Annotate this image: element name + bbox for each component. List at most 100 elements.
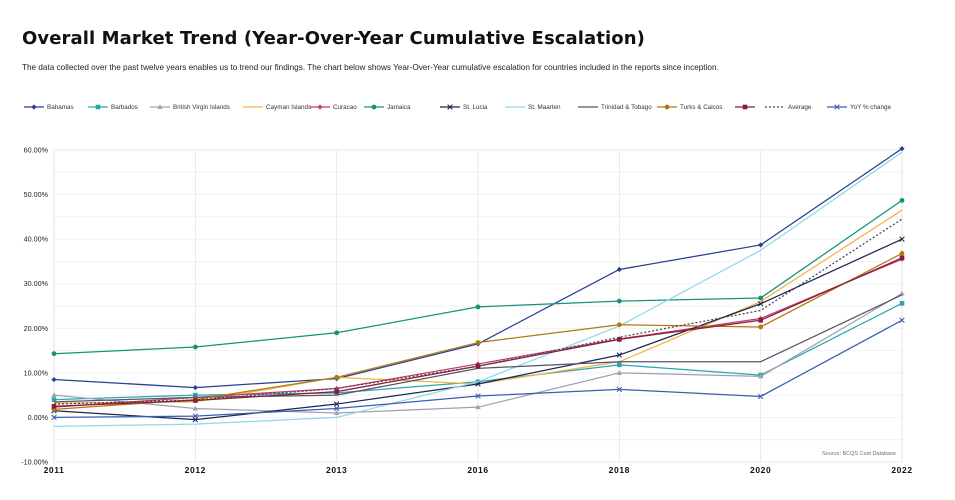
series-line <box>53 151 903 427</box>
series-st-lucia <box>51 236 905 423</box>
data-point <box>333 401 340 407</box>
chart-legend: Bahamas Barbados British Virgin Islands Cay… <box>24 104 891 111</box>
y-tick-label: 10.00% <box>24 368 49 377</box>
data-point <box>757 301 764 307</box>
legend-item: St. Maarten <box>505 104 561 111</box>
data-point <box>334 330 340 336</box>
y-tick-label: 0.00% <box>28 413 49 422</box>
data-point <box>616 322 622 328</box>
data-point <box>192 384 198 391</box>
data-point <box>334 389 339 394</box>
legend-item <box>735 104 755 110</box>
y-tick-label: 20.00% <box>24 324 49 333</box>
data-point <box>616 370 623 375</box>
data-point <box>899 197 905 203</box>
x-tick-label: 2012 <box>185 465 206 475</box>
legend-label: St. Maarten <box>528 104 561 111</box>
y-tick-label: 40.00% <box>24 235 49 244</box>
series-jamaica <box>51 197 905 357</box>
data-point <box>617 362 622 368</box>
data-point <box>333 410 340 415</box>
x-tick-label: 2022 <box>891 465 912 475</box>
legend-item: YoY % change <box>827 104 891 111</box>
legend-label: Average <box>788 104 812 111</box>
source-note: Source: BCQS Cost Database <box>822 451 896 457</box>
legend-marker <box>371 104 377 110</box>
data-point <box>757 393 764 400</box>
legend-label: Jamaica <box>387 104 411 111</box>
data-point <box>192 405 199 411</box>
series-line <box>53 218 903 405</box>
data-point <box>616 386 623 393</box>
data-point <box>51 376 57 383</box>
legend-marker <box>664 104 670 110</box>
data-point <box>758 295 764 301</box>
data-point <box>475 304 481 310</box>
data-point <box>899 236 905 242</box>
legend-item: British Virgin Islands <box>150 104 230 111</box>
data-point <box>475 404 481 410</box>
data-point <box>899 255 905 261</box>
data-point <box>758 242 764 248</box>
page-subtitle: The data collected over the past twelve … <box>22 63 719 72</box>
data-point <box>333 405 340 412</box>
legend-marker <box>834 104 840 110</box>
data-point <box>192 344 198 350</box>
data-point <box>192 413 199 419</box>
legend-label: YoY % change <box>850 104 891 111</box>
page-title: Overall Market Trend (Year-Over-Year Cum… <box>22 28 645 49</box>
data-point <box>475 363 481 369</box>
legend-item: Curacao <box>310 104 357 111</box>
data-point <box>616 266 622 273</box>
data-point <box>899 317 905 324</box>
data-point <box>899 301 905 306</box>
data-point <box>758 324 764 330</box>
data-point <box>51 414 57 421</box>
data-point <box>51 403 57 409</box>
legend-item: Turks & Caicos <box>657 104 722 111</box>
legend-item: Jamaica <box>364 104 411 111</box>
legend-label: Bahamas <box>47 104 74 111</box>
x-tick-label: 2020 <box>750 465 771 475</box>
legend-label: Cayman Islands <box>266 104 311 111</box>
data-point <box>51 397 57 402</box>
data-point <box>51 351 57 357</box>
data-point <box>617 337 622 342</box>
legend-item: Trinidad & Tobago <box>578 104 652 111</box>
data-point <box>899 251 905 256</box>
legend-marker <box>447 104 453 110</box>
data-point <box>757 373 764 379</box>
x-tick-label: 2011 <box>44 465 65 475</box>
x-tick-label: 2018 <box>609 465 630 475</box>
series-average <box>53 218 903 405</box>
legend-label: Turks & Caicos <box>680 104 722 111</box>
legend-label: Barbados <box>111 104 138 111</box>
y-tick-label: 30.00% <box>24 279 49 288</box>
legend-item: Cayman Islands <box>243 104 311 111</box>
legend-marker <box>742 104 748 110</box>
legend-marker <box>31 104 37 110</box>
data-point <box>616 298 622 304</box>
x-tick-label: 2013 <box>326 465 347 475</box>
data-point <box>334 374 340 380</box>
y-tick-label: -10.00% <box>21 458 48 467</box>
legend-item: Bahamas <box>24 104 74 111</box>
legend-item: St. Lucia <box>440 104 488 111</box>
data-point <box>616 352 623 358</box>
legend-label: British Virgin Islands <box>173 104 230 111</box>
legend-label: Trinidad & Tobago <box>601 104 652 111</box>
data-point <box>758 317 763 323</box>
data-point <box>899 146 905 152</box>
series-st-maarten <box>53 151 903 427</box>
data-point <box>475 393 481 399</box>
legend-marker <box>157 104 163 109</box>
legend-item: Barbados <box>88 104 138 111</box>
series-yoy-change <box>51 317 905 421</box>
plot-area: -10.00% 0.00% 10.00% 20.00% 30.00% 40.00% 50.0… <box>21 146 912 476</box>
legend-marker <box>317 104 323 110</box>
legend-label: Curacao <box>333 104 357 111</box>
data-point <box>475 340 481 345</box>
y-tick-label: 60.00% <box>24 146 49 155</box>
data-point <box>51 392 57 398</box>
